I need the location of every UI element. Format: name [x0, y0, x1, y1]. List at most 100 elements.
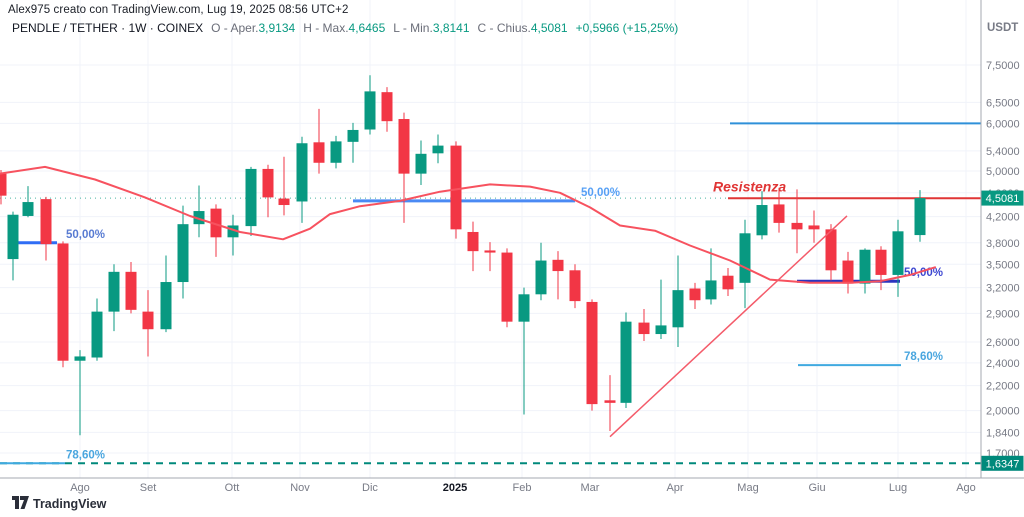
candle[interactable] — [859, 248, 871, 294]
candle-body — [330, 141, 342, 163]
price-tick-label: 5,0000 — [986, 166, 1020, 178]
candle[interactable] — [347, 122, 359, 163]
candle[interactable] — [296, 136, 308, 223]
moving-average-line[interactable] — [0, 165, 936, 284]
price-badge — [981, 190, 1024, 206]
fib-right-50-label: 50,00% — [904, 267, 943, 279]
candle[interactable] — [364, 75, 376, 135]
candle-body — [450, 145, 462, 230]
candle[interactable] — [91, 298, 103, 361]
candle[interactable] — [808, 210, 820, 243]
candle[interactable] — [825, 224, 837, 281]
attribution-text: Alex975 creato con TradingView.com, Lug … — [8, 4, 349, 16]
price-tick-label: 3,5000 — [986, 259, 1020, 271]
level-lines[interactable]: 50,00% 78,60% 50,00% 50,00% 78,60% — [0, 122, 981, 465]
candle[interactable] — [278, 156, 290, 216]
candle[interactable] — [892, 219, 904, 297]
candle-body — [278, 198, 290, 206]
candle-body — [22, 202, 34, 216]
candle[interactable] — [22, 186, 34, 218]
logo-text: TradingView — [33, 497, 107, 511]
candle[interactable] — [875, 246, 887, 291]
ascending-trendline[interactable] — [609, 215, 848, 438]
price-tick-label: 2,9000 — [986, 308, 1020, 320]
candle[interactable] — [552, 251, 564, 300]
ma-line[interactable] — [0, 165, 936, 284]
time-axis-pane[interactable] — [0, 478, 981, 517]
candle[interactable] — [381, 87, 393, 132]
candle[interactable] — [535, 242, 547, 301]
candle[interactable] — [313, 108, 325, 174]
candle[interactable] — [705, 248, 717, 305]
candle[interactable] — [586, 299, 598, 411]
candle[interactable] — [722, 268, 734, 296]
candle[interactable] — [467, 221, 479, 272]
candle[interactable] — [842, 251, 854, 294]
candle[interactable] — [739, 219, 751, 309]
time-axis[interactable]: Ago Set Ott Nov Dic 2025 Feb Mar Apr Mag Giu Lug Ago — [70, 482, 976, 494]
candle[interactable] — [604, 375, 616, 431]
candle[interactable] — [415, 140, 427, 185]
candle[interactable] — [672, 255, 684, 348]
logo-mark-1 — [12, 496, 19, 509]
candle[interactable] — [193, 185, 205, 238]
candle[interactable] — [227, 214, 239, 256]
candle[interactable] — [484, 242, 496, 272]
time-tick-label: Nov — [290, 482, 310, 494]
time-tick-label: Set — [140, 482, 157, 494]
candle-body — [756, 205, 768, 236]
candle[interactable] — [638, 308, 650, 341]
open-label: O - Aper. — [211, 21, 259, 35]
candle[interactable] — [262, 164, 274, 218]
fib-mid-50-label: 50,00% — [581, 187, 620, 199]
candle[interactable] — [501, 248, 513, 328]
candle[interactable] — [125, 262, 137, 314]
candle-body — [210, 208, 222, 238]
candle[interactable] — [7, 211, 19, 281]
candle-body — [125, 271, 137, 310]
candle[interactable] — [330, 135, 342, 169]
price-axis[interactable]: USDT7,50006,50006,00005,40005,00004,6000… — [986, 22, 1020, 460]
candle[interactable] — [177, 205, 189, 299]
candle-body — [7, 214, 19, 260]
candle[interactable] — [0, 169, 7, 205]
candle-body — [364, 91, 376, 130]
candle[interactable] — [108, 264, 120, 332]
candle-body — [620, 321, 632, 403]
tradingview-logo[interactable]: TradingView — [12, 496, 107, 511]
price-axis-pane[interactable] — [981, 0, 1024, 517]
candle-body — [0, 173, 7, 196]
candle[interactable] — [210, 204, 222, 257]
candle[interactable] — [245, 166, 257, 236]
candle[interactable] — [620, 312, 632, 408]
symbol-ohlc-row[interactable]: PENDLE / TETHER · 1W · COINEX O - Aper.3,… — [12, 21, 678, 35]
candle-body — [262, 168, 274, 198]
candle[interactable] — [518, 287, 530, 415]
candle[interactable] — [398, 112, 410, 223]
candle-body — [604, 400, 616, 403]
candle-body — [773, 204, 785, 223]
candle-body — [432, 145, 444, 154]
candle[interactable] — [57, 241, 69, 368]
candle[interactable] — [689, 282, 701, 309]
price-tick-label: 6,0000 — [986, 118, 1020, 130]
candles[interactable] — [0, 75, 926, 436]
candle[interactable] — [432, 134, 444, 164]
price-tick-label: 2,0000 — [986, 406, 1020, 418]
trendline[interactable] — [609, 215, 848, 438]
candle[interactable] — [914, 190, 926, 242]
candle[interactable] — [791, 189, 803, 254]
open-value: 3,9134 — [258, 21, 296, 35]
candle-body — [655, 325, 667, 335]
candle[interactable] — [756, 191, 768, 240]
time-tick-label: Giu — [808, 482, 825, 494]
candle[interactable] — [569, 264, 581, 309]
candle[interactable] — [655, 279, 667, 339]
candle[interactable] — [142, 290, 154, 357]
candle[interactable] — [74, 350, 86, 436]
candle[interactable] — [160, 255, 172, 333]
candle[interactable] — [40, 196, 52, 261]
candle[interactable] — [773, 187, 785, 233]
